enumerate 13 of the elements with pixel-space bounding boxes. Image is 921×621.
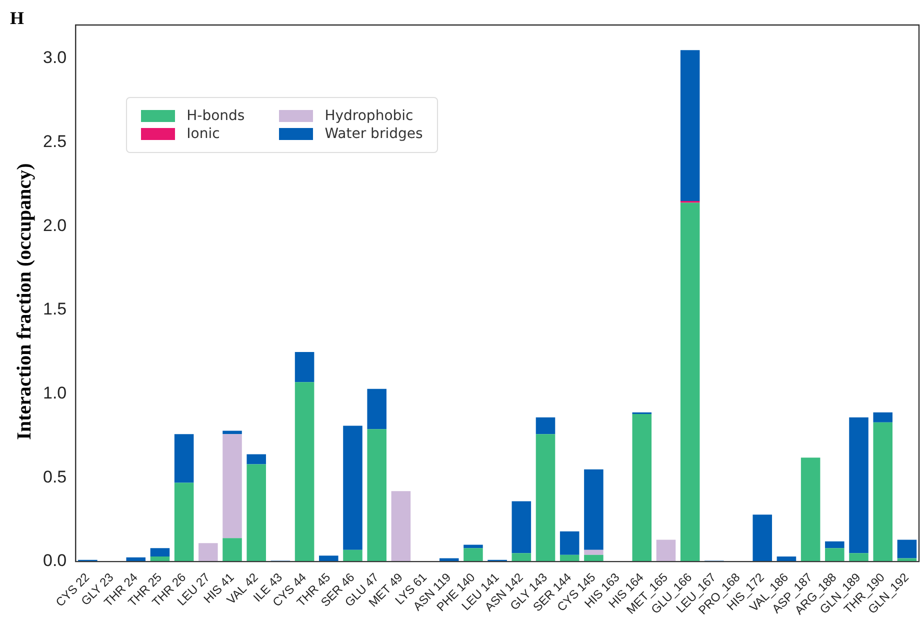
- legend-label: Ionic: [186, 126, 220, 142]
- y-tick-label: 3.0: [42, 48, 67, 68]
- chart-title: H: [10, 8, 24, 29]
- y-tick-label: 2.5: [42, 132, 67, 152]
- legend-label: Water bridges: [324, 126, 423, 142]
- y-tick-label: 0.5: [42, 467, 67, 486]
- y-tick-label: 1.5: [42, 300, 67, 319]
- y-tick-label: 0.0: [42, 551, 67, 570]
- legend-label: H-bonds: [186, 108, 245, 124]
- y-tick-label: 1.0: [42, 384, 67, 403]
- y-tick-label: 2.0: [42, 216, 67, 235]
- legend-label: Hydrophobic: [324, 108, 414, 124]
- y-axis-title: Interaction fraction (occupancy): [14, 162, 36, 442]
